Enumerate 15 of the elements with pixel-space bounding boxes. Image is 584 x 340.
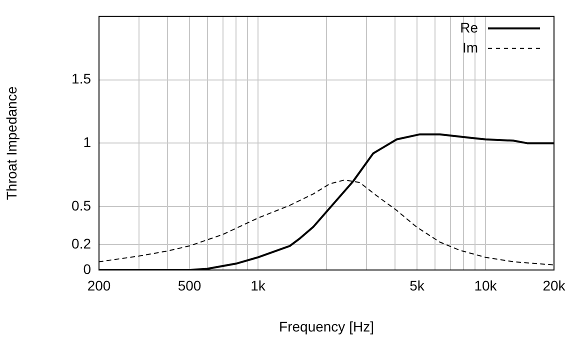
- legend-label: Re: [460, 19, 478, 36]
- y-tick-label: 0.5: [72, 197, 92, 214]
- y-tick-label: 1: [83, 134, 92, 150]
- x-axis-title: Frequency [Hz]: [279, 318, 374, 334]
- y-tick-label: 1.5: [72, 70, 92, 87]
- legend-label: Im: [462, 39, 478, 56]
- x-tick-label: 20k: [542, 277, 566, 294]
- x-tick-label: 200: [87, 277, 111, 294]
- y-tick-label: 0: [83, 260, 92, 277]
- x-tick-label: 10k: [474, 277, 498, 294]
- x-tick-label: 5k: [410, 277, 426, 294]
- y-tick-label: 0.2: [72, 236, 92, 252]
- y-axis-title: Throat Impedance: [3, 86, 20, 200]
- x-tick-label: 1k: [250, 277, 266, 294]
- x-tick-label: 500: [178, 277, 202, 294]
